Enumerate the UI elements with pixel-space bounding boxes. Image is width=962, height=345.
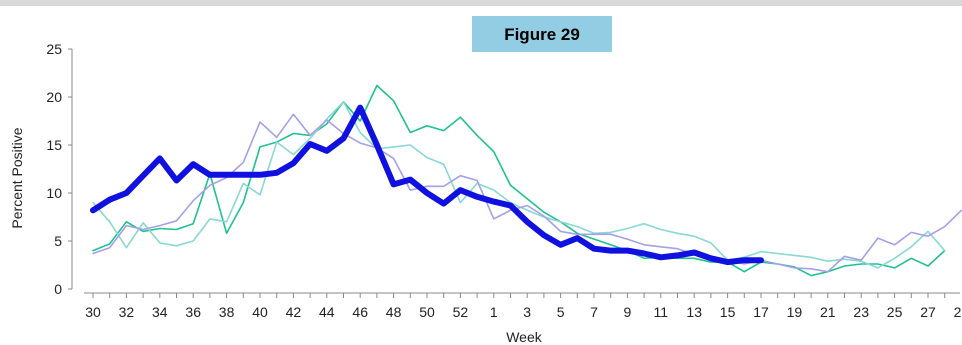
x-tick-label: 42 [286,304,302,320]
x-tick-label: 44 [319,304,335,320]
chart-title: Figure 29 [504,25,580,44]
y-axis-title: Percent Positive [9,127,25,228]
series-line-3 [92,113,962,273]
x-tick-label: 29 [954,304,962,320]
x-tick-label: 50 [419,304,435,320]
x-tick-label: 46 [352,304,368,320]
x-tick-label: 52 [453,304,469,320]
x-tick-label: 19 [787,304,803,320]
x-tick-label: 21 [820,304,836,320]
series-line-4 [90,104,764,266]
x-tick-label: 27 [920,304,936,320]
x-tick-label: 5 [557,304,565,320]
y-tick-label: 0 [54,281,62,297]
x-tick-label: 40 [252,304,268,320]
chart-title-box: Figure 29 [472,16,612,52]
x-tick-label: 48 [386,304,402,320]
x-tick-label: 38 [219,304,235,320]
x-tick-label: 23 [853,304,869,320]
chart-series [90,84,962,277]
x-tick-label: 13 [686,304,702,320]
x-axis-title: Week [506,329,543,345]
chart-title-background [472,16,612,52]
y-tick-label: 10 [46,185,62,201]
y-tick-label: 5 [54,233,62,249]
y-tick-label: 20 [46,89,62,105]
line-chart: Figure 29 Percent Positive Week 05101520… [9,16,962,345]
x-tick-label: 36 [185,304,201,320]
x-tick-label: 7 [590,304,598,320]
x-tick-label: 3 [523,304,531,320]
x-tick-label: 32 [119,304,135,320]
x-tick-label: 15 [720,304,736,320]
y-tick-label: 15 [46,137,62,153]
y-tick-label: 25 [46,41,62,57]
series-line-1 [92,84,946,277]
x-tick-label: 30 [85,304,101,320]
x-tick-label: 17 [753,304,769,320]
x-tick-label: 11 [654,304,669,320]
x-tick-label: 9 [624,304,632,320]
x-tick-label: 25 [887,304,903,320]
series-line-2 [92,101,946,269]
x-tick-label: 34 [152,304,168,320]
x-tick-label: 1 [490,304,498,320]
